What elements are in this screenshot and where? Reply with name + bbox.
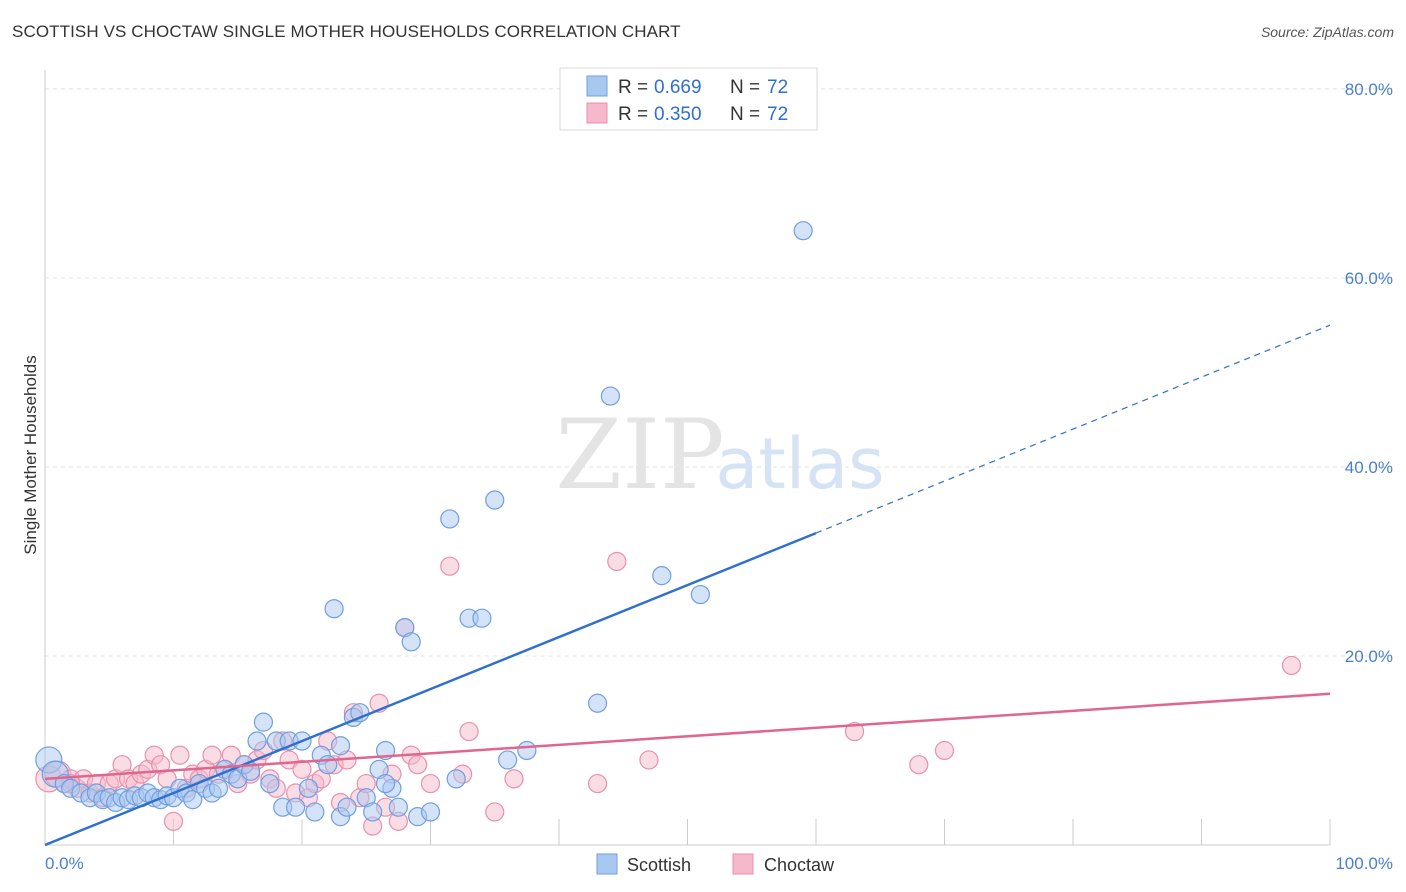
scottish-point-49 (363, 802, 383, 822)
choctaw-point-20 (170, 745, 190, 765)
x-tick-label-0: 0.0% (45, 854, 84, 873)
scottish-point-45 (337, 797, 357, 817)
scottish-point-67 (652, 566, 672, 586)
chart-title: SCOTTISH VS CHOCTAW SINGLE MOTHER HOUSEH… (12, 22, 681, 41)
x-tick-label-1: 100.0% (1335, 854, 1393, 873)
legend-n-label-1: N = (730, 77, 760, 98)
legend-r-label-2: R = (618, 104, 648, 125)
watermark: ZIP atlas (555, 399, 884, 511)
y-tick-label-1: 40.0% (1345, 458, 1393, 477)
choctaw-point-57 (408, 755, 428, 775)
choctaw-trendline (44, 692, 1331, 781)
legend-r-label-1: R = (618, 77, 648, 98)
choctaw-point-67 (844, 721, 865, 742)
scottish-point-39 (298, 778, 319, 798)
scottish-point-59 (446, 769, 466, 789)
bottom-legend-choctaw: Choctaw (764, 855, 835, 875)
legend-swatch-choctaw (586, 102, 608, 124)
scottish-point-70 (330, 736, 351, 756)
legend-r-value-choctaw: 0.350 (654, 104, 702, 125)
scottish-point-33 (260, 773, 280, 794)
scottish-trendline-extension (815, 324, 1331, 534)
scottish-point-65 (587, 693, 608, 713)
choctaw-point-39 (292, 759, 312, 779)
legend-n-value-choctaw: 72 (767, 104, 788, 125)
bottom-legend-swatch-scottish (596, 853, 618, 875)
legend-swatch-scottish (586, 75, 608, 97)
scottish-point-57 (420, 802, 441, 822)
choctaw-point-69 (934, 740, 955, 761)
scottish-points (35, 221, 813, 827)
bottom-legend-scottish: Scottish (627, 855, 691, 875)
choctaw-point-70 (1281, 655, 1302, 676)
choctaw-point-59 (440, 556, 460, 576)
scottish-trendline (44, 531, 817, 847)
choctaw-point-62 (485, 802, 505, 822)
trendlines (44, 324, 1331, 847)
source-label: Source: ZipAtlas.com (1260, 24, 1394, 40)
correlation-legend: R = 0.669 N = 72 R = 0.350 N = 72 (559, 67, 818, 131)
choctaw-point-68 (909, 755, 929, 775)
tick-labels: 20.0% 40.0% 60.0% 80.0% 0.0% 100.0% (45, 80, 1393, 873)
choctaw-point-37 (279, 750, 299, 770)
choctaw-point-65 (607, 551, 627, 572)
grid-lines (45, 88, 1392, 657)
bottom-legend-swatch-choctaw (732, 853, 754, 875)
series-legend: Scottish Choctaw (596, 853, 835, 875)
scottish-point-53 (388, 797, 408, 817)
choctaw-point-25 (202, 745, 222, 765)
choctaw-point-64 (587, 773, 608, 794)
scottish-point-66 (600, 386, 621, 406)
scottish-point-37 (285, 797, 306, 817)
axes (44, 70, 1331, 846)
scottish-point-63 (498, 750, 518, 770)
watermark-zip: ZIP (555, 399, 724, 511)
y-tick-label-3: 80.0% (1345, 80, 1393, 99)
scottish-point-61 (472, 608, 492, 628)
scottish-point-55 (401, 632, 421, 652)
y-tick-label-2: 60.0% (1345, 269, 1393, 288)
scottish-point-31 (247, 731, 267, 751)
scottish-point-58 (440, 509, 460, 529)
choctaw-point-66 (639, 750, 659, 770)
y-tick-label-0: 20.0% (1345, 647, 1393, 666)
scottish-point-25 (208, 778, 229, 798)
legend-n-label-2: N = (730, 104, 760, 125)
scottish-point-64 (517, 740, 537, 761)
scottish-point-32 (253, 712, 274, 732)
scottish-point-40 (305, 802, 325, 822)
scottish-point-62 (485, 490, 505, 510)
y-axis-label: Single Mother Households (21, 355, 40, 554)
scottish-point-43 (324, 599, 344, 619)
scottish-point-42 (318, 755, 338, 775)
choctaw-point-19 (163, 811, 184, 831)
legend-r-value-scottish: 0.669 (654, 77, 702, 98)
choctaw-point-61 (459, 721, 479, 742)
scottish-point-69 (793, 221, 813, 241)
choctaw-point-58 (420, 773, 441, 794)
scottish-point-71 (375, 773, 396, 794)
scottish-point-68 (690, 584, 710, 605)
legend-n-value-scottish: 72 (767, 77, 788, 98)
watermark-atlas: atlas (715, 423, 884, 505)
choctaw-point-63 (504, 769, 524, 789)
